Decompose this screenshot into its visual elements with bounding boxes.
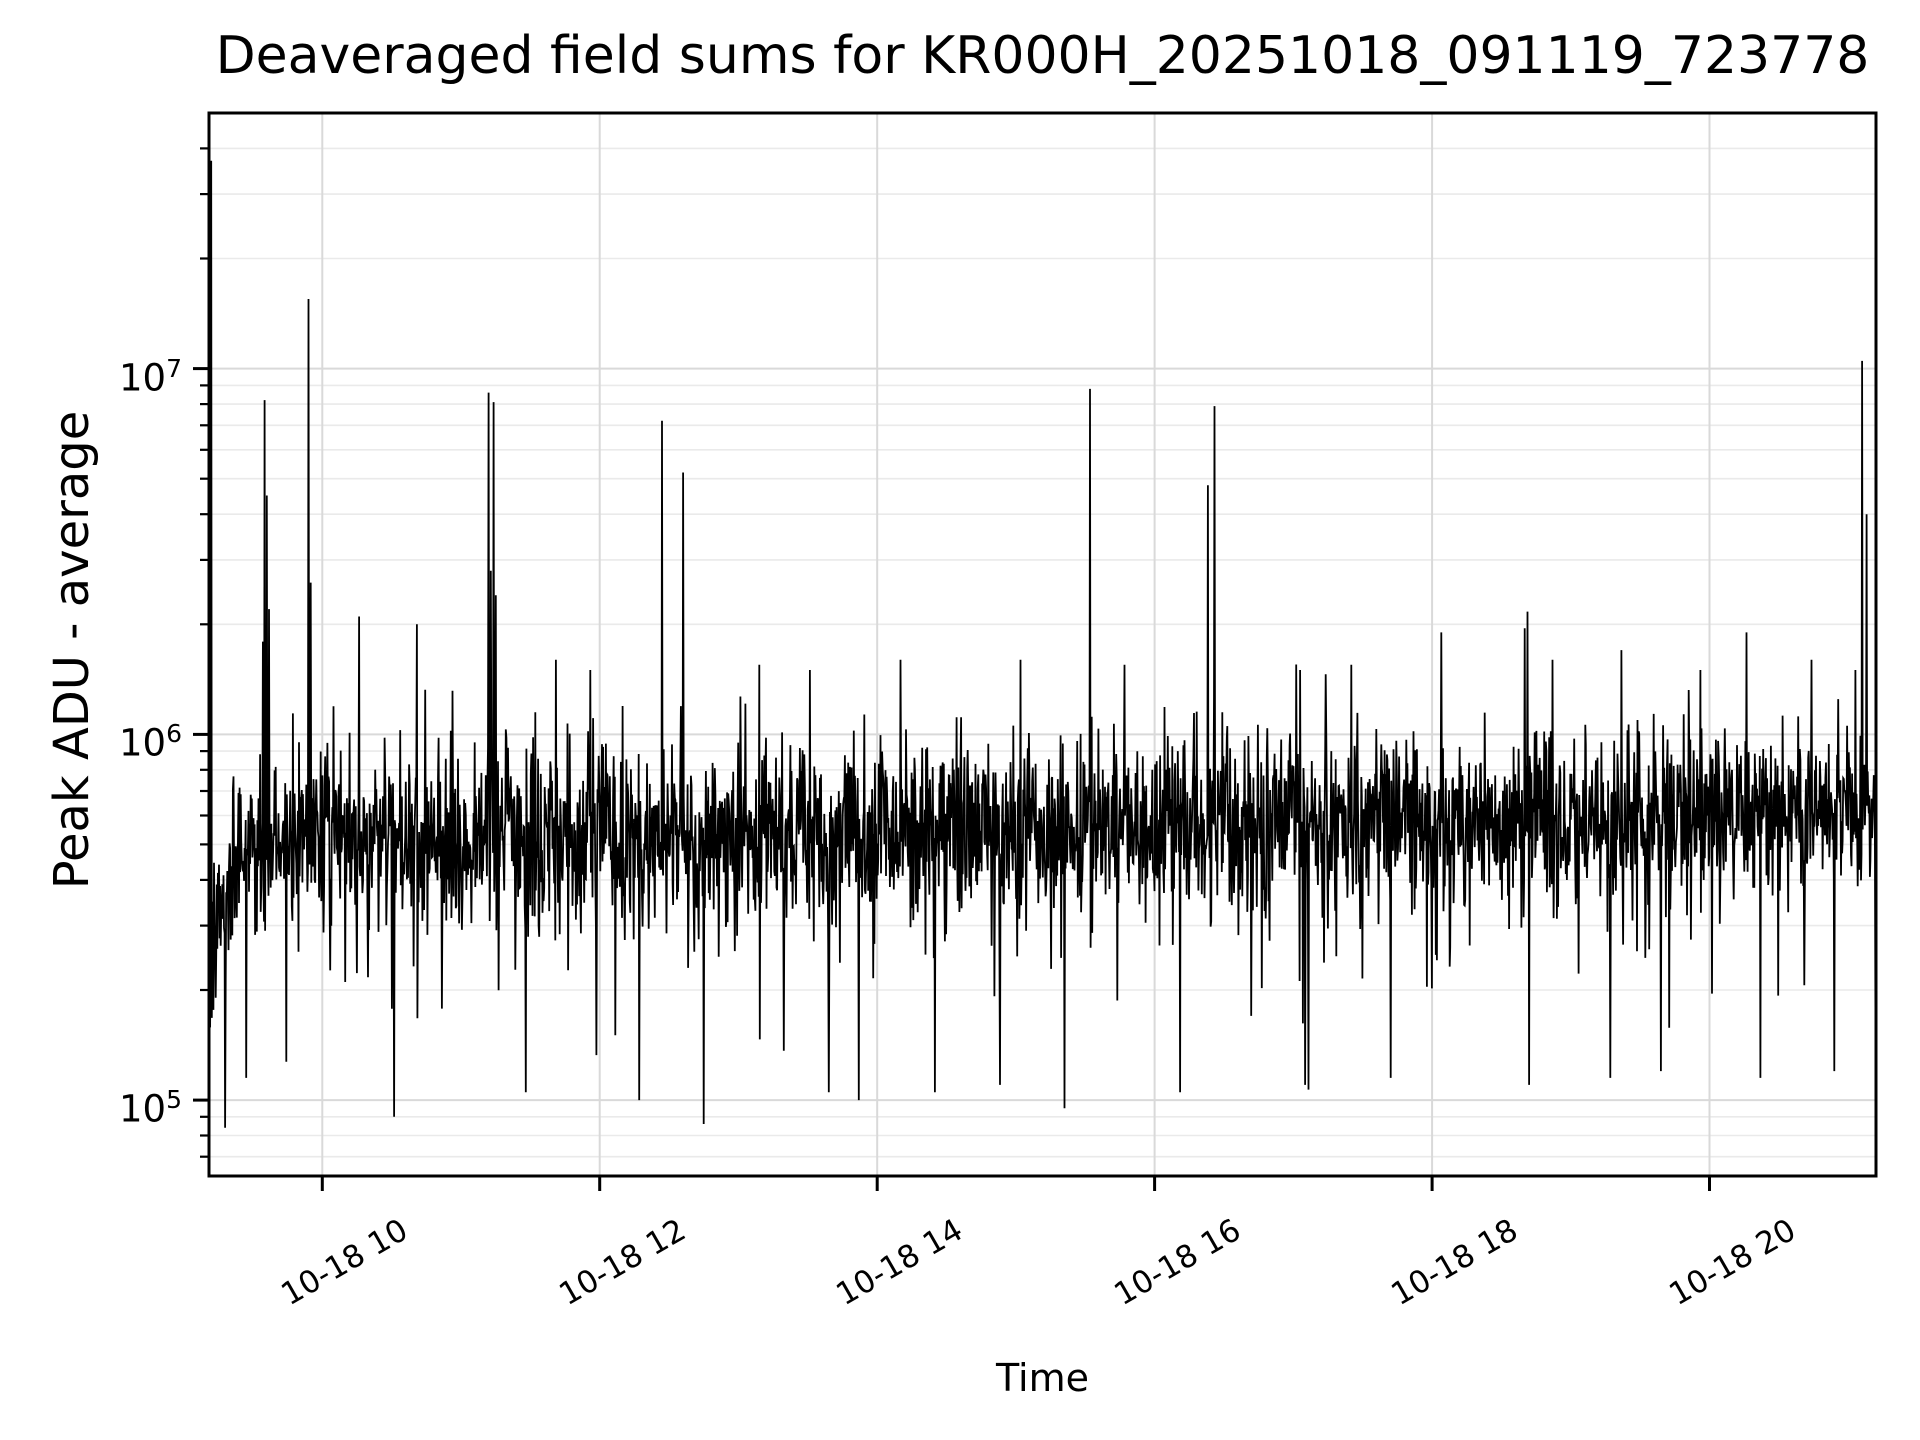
data-line xyxy=(208,160,1877,1128)
y-tick-label: 105 xyxy=(119,1085,182,1131)
chart-title: Deaveraged field sums for KR000H_2025101… xyxy=(215,26,1870,86)
y-tick-label: 106 xyxy=(119,719,182,765)
y-tick-label: 107 xyxy=(119,353,182,399)
x-axis-label: Time xyxy=(996,1356,1089,1400)
plot-border xyxy=(207,111,1878,1178)
y-axis-label: Peak ADU - average xyxy=(44,410,100,890)
